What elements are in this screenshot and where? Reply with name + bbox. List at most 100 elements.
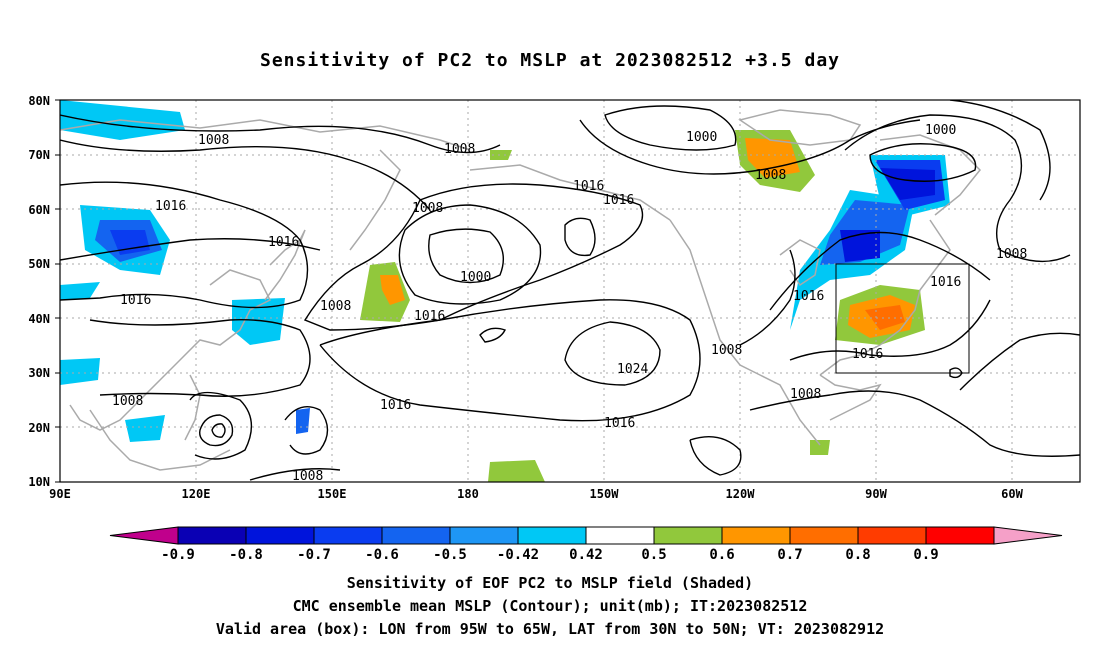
contour-label: 1016 [120, 293, 151, 308]
contour-labels: 1008 1008 1016 1016 1016 1016 1016 1008 … [112, 123, 1027, 484]
coastline-gulf-mexico [819, 374, 882, 421]
lat-tick-label: 50N [28, 257, 50, 271]
colorbar-tick-label: -0.9 [161, 547, 195, 563]
contour-label: 1008 [790, 387, 821, 402]
lat-tick-label: 20N [28, 421, 50, 435]
map-frame [59, 99, 1081, 483]
contour-label: 1000 [686, 130, 717, 145]
contour-label: 1008 [996, 247, 1027, 262]
colorbar-tick-label: -0.5 [433, 547, 467, 563]
contour-line [60, 139, 431, 211]
contour-label: 1000 [925, 123, 956, 138]
contour-line [319, 299, 701, 422]
contour-line [749, 390, 1080, 457]
colorbar-under-arrow [109, 526, 179, 545]
negative-sensitivity-patch [60, 282, 100, 300]
positive-sensitivity-patch [488, 460, 545, 482]
lon-tick-label: 180 [457, 487, 479, 501]
colorbar-tick-label: 0.8 [845, 547, 870, 563]
contour-line [479, 327, 506, 343]
contour-label: 1008 [412, 201, 443, 216]
contour-line [189, 391, 253, 460]
coastline-alaska [469, 164, 671, 221]
colorbar-cell [789, 526, 859, 545]
contour-label: 1008 [755, 168, 786, 183]
contour-line [249, 468, 341, 481]
contour-line [949, 100, 1051, 201]
lon-tick-label: 60W [1001, 487, 1023, 501]
contour-line [844, 114, 1071, 263]
negative-sensitivity-patch [232, 298, 285, 345]
lat-tick-label: 70N [28, 148, 50, 162]
coastline-kamchatka [349, 149, 401, 251]
map-title: Sensitivity of PC2 to MSLP at 2023082512… [259, 50, 840, 71]
contour-label: 1016 [603, 193, 634, 208]
mslp-contours [60, 100, 1080, 481]
contour-label: 1008 [292, 469, 323, 484]
contour-label: 1016 [414, 309, 445, 324]
contour-label: 1008 [112, 394, 143, 409]
contour-label: 1016 [268, 235, 299, 250]
positive-sensitivity-patch [865, 305, 905, 330]
contour-line [564, 217, 596, 257]
contour-line [60, 238, 321, 261]
contour-line [579, 119, 921, 175]
contour-line [959, 332, 1080, 391]
lon-tick-label: 150E [318, 487, 347, 501]
contour-label: 1008 [444, 142, 475, 157]
coastline-japan [264, 229, 306, 301]
coastline-greenland [879, 134, 982, 216]
sensitivity-shading [60, 100, 950, 482]
coastline-southeast-asia [89, 409, 231, 471]
contour-line [303, 183, 644, 331]
contour-line [398, 204, 542, 305]
contour-label: 1000 [460, 270, 491, 285]
contour-label: 1016 [573, 179, 604, 194]
coastlines [60, 109, 982, 471]
contour-line [284, 406, 329, 455]
colorbar-tick-label: -0.8 [229, 547, 263, 563]
contour-line [60, 114, 501, 154]
colorbar-tick-label: 0.42 [569, 547, 603, 563]
contour-line [689, 436, 742, 476]
negative-sensitivity-patch [880, 168, 935, 200]
lon-tick-label: 120W [726, 487, 756, 501]
lon-tick-label: 120E [182, 487, 211, 501]
colorbar-cell [177, 526, 247, 545]
lon-tick-label: 90W [865, 487, 887, 501]
colorbar-cell [245, 526, 315, 545]
coastline-hudson-bay [779, 239, 821, 287]
contour-label: 1016 [604, 416, 635, 431]
lat-tick-label: 10N [28, 475, 50, 489]
colorbar-cell [653, 526, 723, 545]
colorbar-cell [449, 526, 519, 545]
valid-area-box [835, 263, 970, 374]
colorbar-tick-label: -0.6 [365, 547, 399, 563]
colorbar-over-arrow [993, 526, 1063, 545]
contour-line [428, 228, 504, 284]
contour-line [564, 321, 661, 386]
contour-label: 1016 [793, 289, 824, 304]
colorbar-cell [313, 526, 383, 545]
positive-sensitivity-patch [380, 275, 405, 305]
lat-tick-label: 30N [28, 366, 50, 380]
contour-line [60, 181, 309, 309]
contour-label: 1024 [617, 362, 648, 377]
contour-label: 1016 [380, 398, 411, 413]
longitude-axis: 90E 120E 150E 180 150W 120W 90W 60W [49, 487, 1023, 501]
colorbar-cell [857, 526, 927, 545]
negative-sensitivity-patch [60, 358, 100, 385]
coastline-philippines [184, 374, 201, 441]
contour-label: 1008 [198, 133, 229, 148]
contour-line [199, 414, 234, 447]
positive-sensitivity-patch [490, 150, 512, 160]
contour-label: 1008 [320, 299, 351, 314]
lon-tick-label: 90E [49, 487, 71, 501]
negative-sensitivity-patch [840, 230, 880, 262]
negative-sensitivity-patch [110, 230, 150, 255]
contour-line [769, 231, 991, 311]
coastline-eurasia-north [60, 119, 471, 151]
caption-line-2: CMC ensemble mean MSLP (Contour); unit(m… [292, 597, 808, 615]
colorbar-cell [381, 526, 451, 545]
